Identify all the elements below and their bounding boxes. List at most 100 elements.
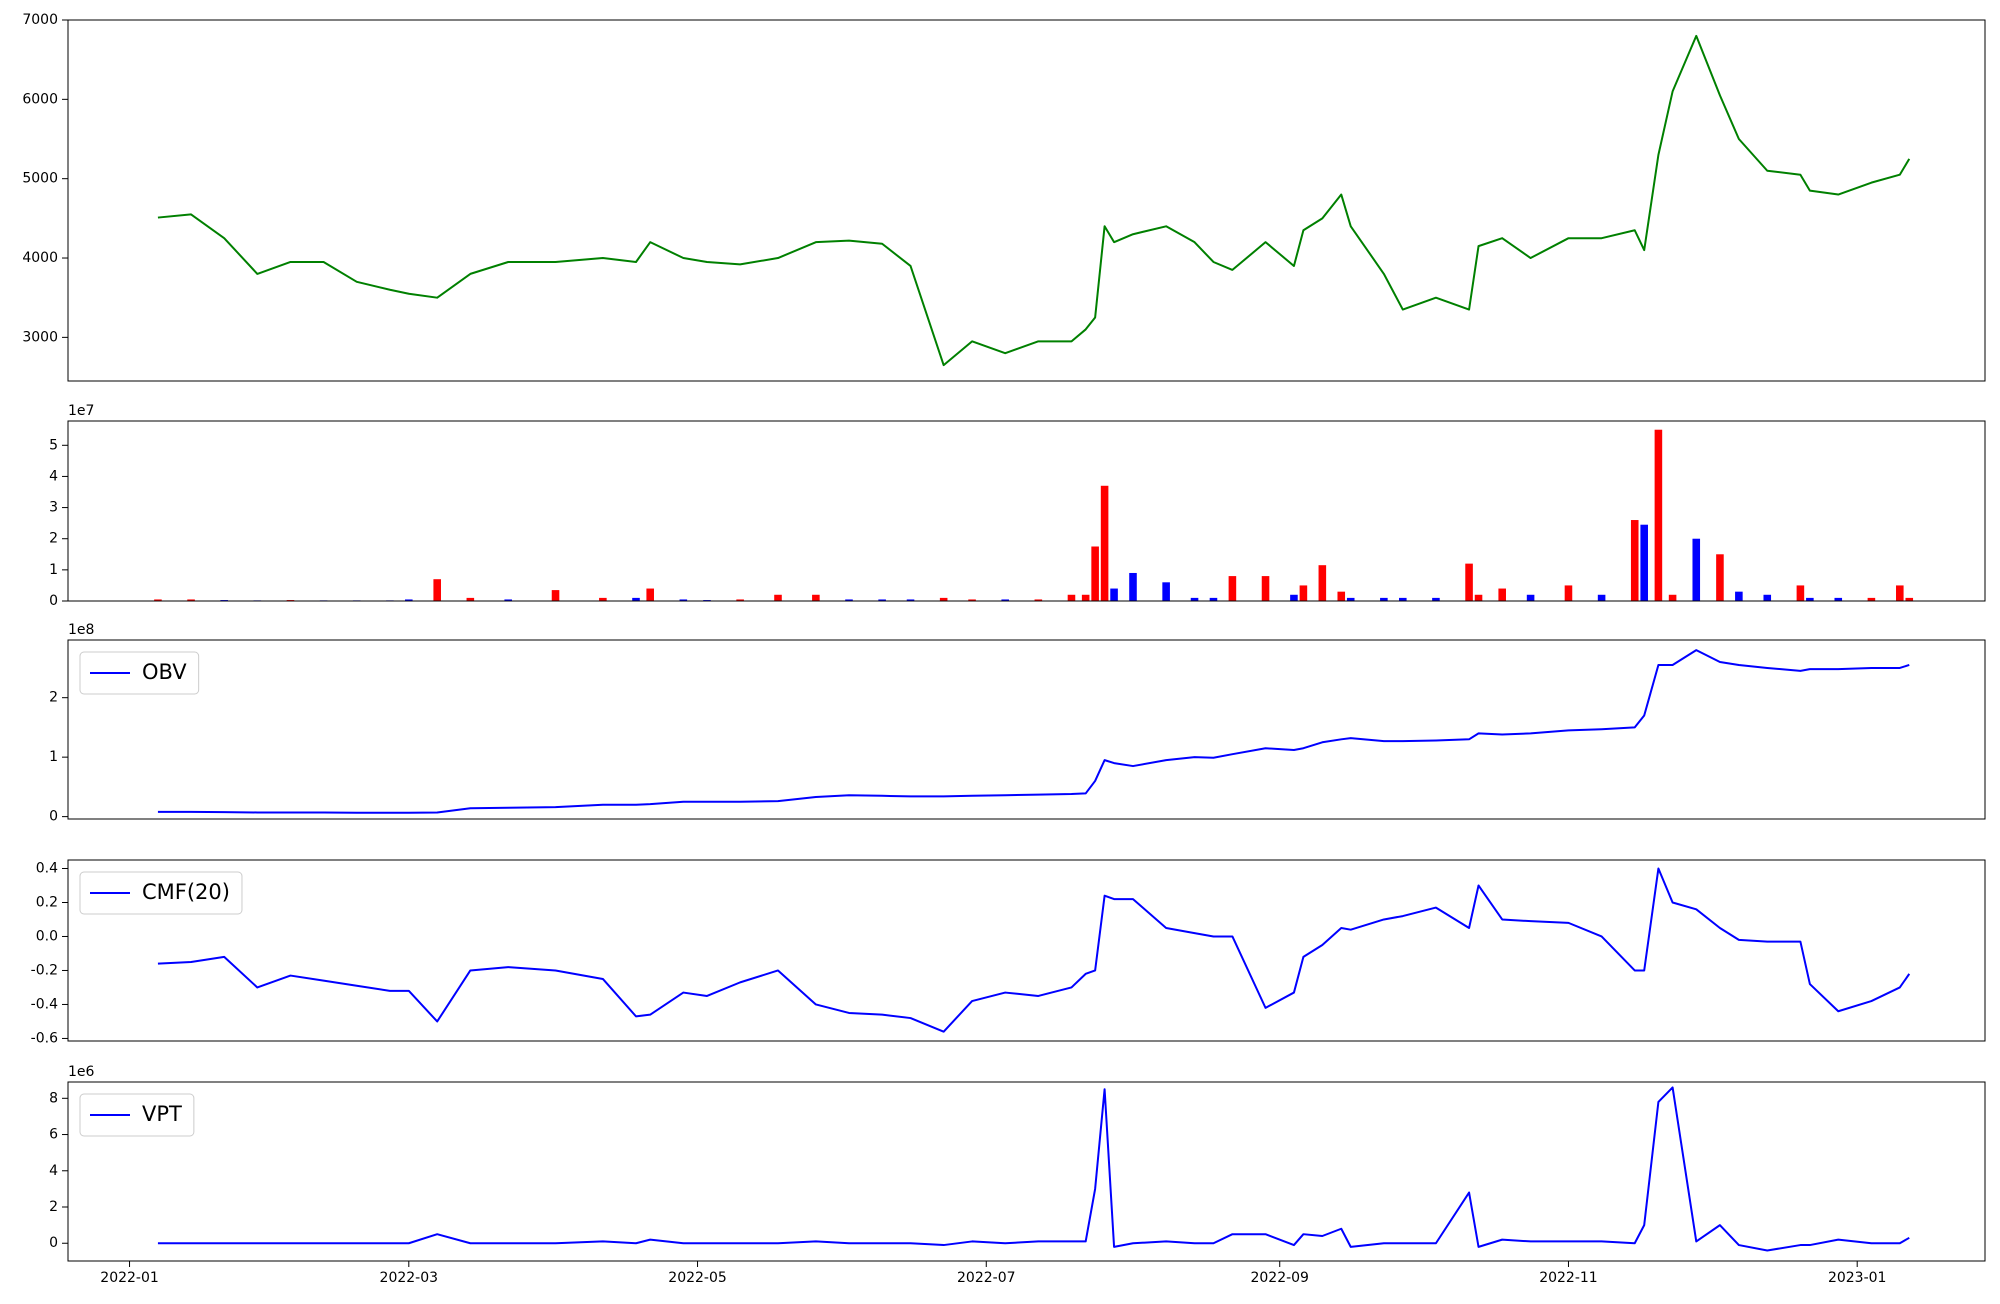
bar xyxy=(1290,594,1298,601)
y-offset-label: 1e7 xyxy=(68,403,94,419)
bar xyxy=(1640,524,1648,601)
bar xyxy=(812,594,820,601)
y-tick-label: 4000 xyxy=(22,250,58,266)
axes-frame xyxy=(67,19,1986,382)
bar xyxy=(1034,599,1043,601)
bar xyxy=(939,597,948,601)
bar xyxy=(1228,576,1237,601)
bar xyxy=(433,579,441,601)
y-tick-label: 2 xyxy=(49,531,58,547)
x-tick-label: 2022-09 xyxy=(1250,1270,1309,1286)
bar xyxy=(1474,594,1483,601)
x-tick-label: 2023-01 xyxy=(1828,1270,1887,1286)
bar xyxy=(1630,520,1639,601)
bar xyxy=(1867,597,1876,601)
bar xyxy=(968,599,976,601)
bar xyxy=(1091,546,1099,601)
bar xyxy=(405,599,413,601)
bar xyxy=(1465,563,1473,601)
axes-frame xyxy=(67,639,1986,820)
legend-box xyxy=(79,651,200,695)
legend-label: VPT xyxy=(142,1102,182,1126)
y-tick-label: 0 xyxy=(49,1235,58,1251)
bar xyxy=(1129,572,1137,601)
bar xyxy=(1716,554,1724,601)
legend-box xyxy=(79,1093,195,1137)
y-tick-label: 0 xyxy=(49,593,58,609)
bar xyxy=(1318,565,1327,601)
y-tick-label: 0.2 xyxy=(36,894,58,910)
bar xyxy=(599,597,607,601)
bar xyxy=(1735,591,1743,601)
bar xyxy=(632,597,640,601)
bar xyxy=(1081,594,1090,601)
bar xyxy=(466,597,475,601)
y-tick-label: 1 xyxy=(49,749,58,765)
y-tick-label: 2 xyxy=(49,690,58,706)
bar xyxy=(1763,594,1772,601)
y-tick-label: 5 xyxy=(49,437,58,453)
line xyxy=(157,1086,1910,1252)
bar xyxy=(736,599,744,601)
line xyxy=(157,867,1911,1033)
bar xyxy=(1834,597,1843,601)
bar xyxy=(1299,585,1308,601)
bar xyxy=(1432,597,1440,601)
bar xyxy=(646,588,654,601)
bar xyxy=(1806,597,1814,601)
y-tick-label: 4 xyxy=(49,468,58,484)
bar xyxy=(154,599,162,601)
y-offset-label: 1e8 xyxy=(68,622,94,638)
x-tick-label: 2022-03 xyxy=(380,1270,439,1286)
y-tick-label: 0.4 xyxy=(36,860,58,876)
y-tick-label: 8 xyxy=(49,1090,58,1106)
axes-frame xyxy=(67,420,1986,602)
bar xyxy=(1209,597,1218,601)
bar xyxy=(1896,585,1904,601)
y-tick-label: 0 xyxy=(49,809,58,825)
legend-box xyxy=(79,871,243,915)
bar xyxy=(1905,597,1914,601)
axes-frame xyxy=(67,1081,1986,1262)
axes-frame xyxy=(67,859,1986,1042)
legend-label: CMF(20) xyxy=(142,880,230,904)
bar xyxy=(1190,597,1199,601)
bar xyxy=(1654,429,1663,601)
bar xyxy=(679,599,688,601)
bar xyxy=(878,599,886,601)
y-tick-label: 4 xyxy=(49,1163,58,1179)
bar xyxy=(1337,591,1346,601)
bar xyxy=(1399,597,1407,601)
y-offset-label: 1e6 xyxy=(68,1064,95,1080)
y-tick-label: 1 xyxy=(49,562,58,578)
bar xyxy=(1597,594,1606,601)
bar xyxy=(1692,538,1701,601)
bar xyxy=(1162,582,1170,601)
bar xyxy=(1110,588,1118,601)
bar xyxy=(1067,594,1076,601)
line xyxy=(157,34,1911,367)
bar xyxy=(1100,485,1109,601)
y-tick-label: 2 xyxy=(49,1199,58,1215)
bar xyxy=(1261,576,1270,601)
x-tick-label: 2022-01 xyxy=(100,1270,159,1286)
y-tick-label: 7000 xyxy=(22,12,58,28)
bar xyxy=(1001,599,1009,601)
y-tick-label: -0.4 xyxy=(31,996,58,1012)
bar xyxy=(1526,594,1535,601)
y-tick-label: 5000 xyxy=(22,171,58,187)
bar xyxy=(774,594,782,601)
line xyxy=(157,649,1910,814)
y-tick-label: 6000 xyxy=(22,91,58,107)
y-tick-label: 3 xyxy=(49,500,58,516)
bar xyxy=(906,599,915,601)
x-tick-label: 2022-07 xyxy=(957,1270,1016,1286)
bar xyxy=(1346,597,1355,601)
bar xyxy=(845,599,853,601)
y-tick-label: -0.2 xyxy=(31,962,58,978)
bar xyxy=(504,599,512,601)
bar xyxy=(187,599,195,601)
bar xyxy=(1380,597,1388,601)
